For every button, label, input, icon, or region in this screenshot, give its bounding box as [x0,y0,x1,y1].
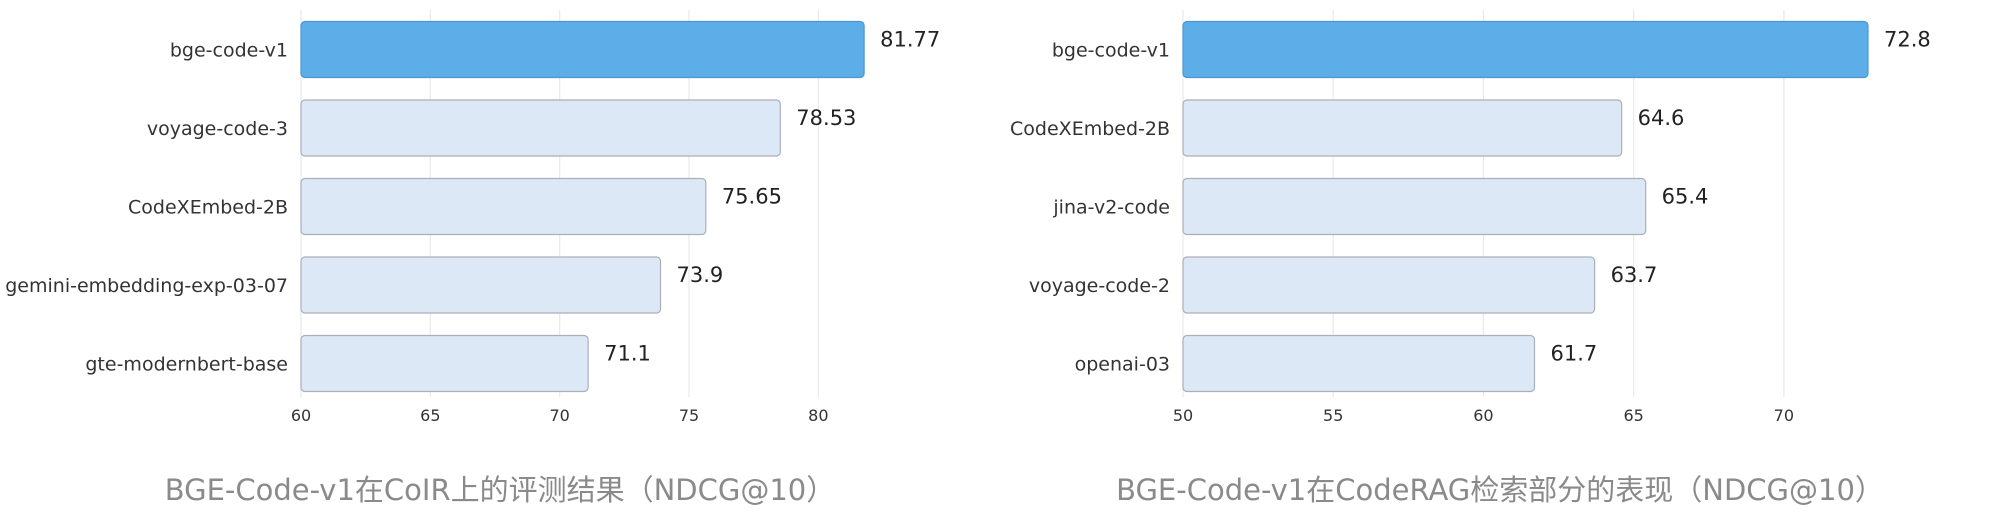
x-tick-label: 70 [549,406,569,425]
x-tick-label: 80 [808,406,828,425]
category-label: jina-v2-code [1052,197,1170,219]
category-label: gemini-embedding-exp-03-07 [5,275,288,297]
bar [1182,256,1596,314]
value-label: 75.65 [722,185,782,209]
x-tick-label: 60 [1473,406,1493,425]
x-tick-label: 65 [1623,406,1643,425]
bar [1182,20,1869,79]
bar [300,99,781,157]
bar [300,334,589,393]
category-label: voyage-code-2 [1029,275,1170,297]
x-tick-label: 75 [679,406,699,425]
bar [1182,334,1536,393]
category-label: openai-03 [1075,354,1170,376]
value-label: 63.7 [1611,263,1658,287]
category-label: CodeXEmbed-2B [128,197,288,219]
bar [1182,177,1647,236]
x-tick-label: 50 [1173,406,1193,425]
bar [300,256,662,314]
chart-title: BGE-Code-v1在CoIR上的评测结果（NDCG@10） [165,473,836,507]
category-label: voyage-code-3 [147,118,288,140]
x-tick-label: 60 [291,406,311,425]
value-label: 71.1 [604,342,651,366]
x-tick-label: 65 [420,406,440,425]
value-label: 64.6 [1638,106,1685,130]
bar [300,177,707,236]
x-tick-label: 55 [1323,406,1343,425]
category-label: CodeXEmbed-2B [1010,118,1170,140]
category-label: gte-modernbert-base [85,354,288,376]
x-tick-label: 70 [1774,406,1794,425]
chart-panel-1: 60 65 70 75 80 bge-code-v1 81.77 voyage-code-3 7… [5,10,940,507]
bar [300,20,865,79]
value-label: 73.9 [677,263,724,287]
value-label: 61.7 [1551,342,1598,366]
value-label: 65.4 [1662,185,1709,209]
bar [1182,99,1623,157]
chart-panel-2: 50 55 60 65 70 bge-code-v1 72.8 CodeXEmbed-2B 64… [1010,10,1931,507]
value-label: 78.53 [796,106,856,130]
chart-title: BGE-Code-v1在CodeRAG检索部分的表现（NDCG@10） [1116,473,1884,507]
value-label: 81.77 [880,28,940,52]
category-label: bge-code-v1 [170,40,288,62]
category-label: bge-code-v1 [1052,40,1170,62]
value-label: 72.8 [1884,28,1931,52]
